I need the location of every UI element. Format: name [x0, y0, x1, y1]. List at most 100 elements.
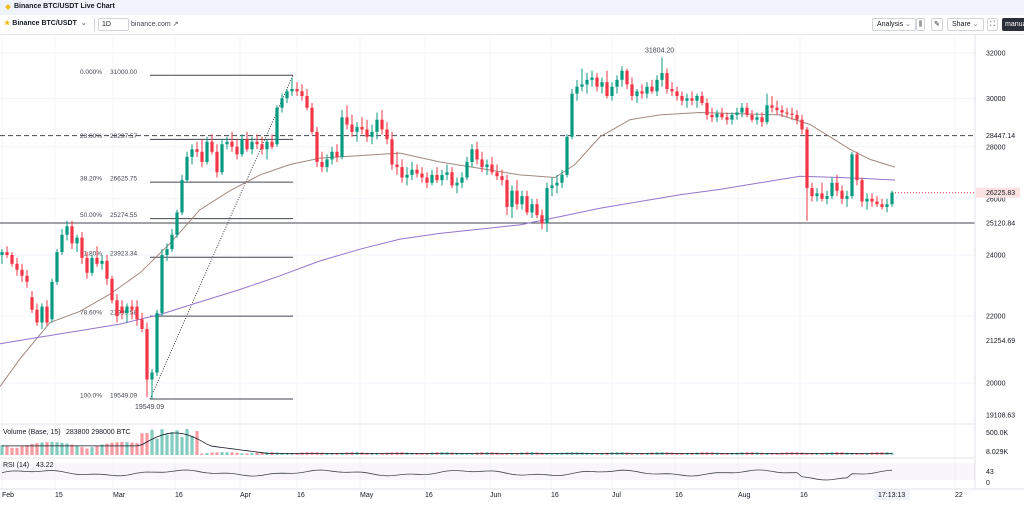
manual-mode-button[interactable]: manua — [1002, 18, 1024, 31]
candle-body — [570, 93, 574, 137]
candle-body — [180, 180, 184, 213]
star-icon[interactable]: ★ — [4, 20, 11, 27]
candle-body — [100, 260, 104, 264]
fullscreen-button[interactable]: ⛶ — [987, 18, 998, 31]
x-tick-label: 16 — [800, 492, 808, 499]
candle-body — [550, 185, 554, 189]
volume-bar — [200, 453, 204, 455]
y-tick-label: 24000 — [986, 252, 1006, 259]
candle-body — [160, 254, 164, 313]
volume-bar — [425, 453, 429, 455]
fib-ratio-label: 0.000% — [80, 69, 102, 76]
candlesticks — [0, 57, 894, 400]
x-tick-label: 22 — [955, 492, 963, 499]
candle-body — [630, 84, 634, 96]
volume-pane: Volume (Base, 15) 283800 298000 BTC 500.0K… — [0, 423, 1009, 456]
y-tick-label: 28000 — [986, 144, 1006, 151]
volume-bar — [220, 452, 224, 455]
fib-price-label: 21999.58 — [110, 310, 137, 317]
candle-body — [845, 196, 849, 199]
chevron-down-icon: ⌄ — [972, 21, 979, 28]
volume-bar — [285, 453, 289, 455]
y-tick-label: 26000 — [986, 196, 1006, 203]
price-chart[interactable]: 0.000% 31000.00 23.60% 28297.57 38.20% 26625.… — [0, 34, 1024, 507]
draw-button[interactable]: ✎ — [931, 18, 943, 31]
volume-bar — [645, 452, 649, 455]
candle-body — [505, 180, 509, 207]
volume-bar — [195, 431, 199, 455]
y-tick-label: 22000 — [986, 314, 1006, 321]
candle-body — [620, 70, 624, 80]
price-label: 26225.83 — [986, 190, 1015, 197]
candle-body — [880, 204, 884, 207]
volume-bar — [585, 452, 589, 455]
candle-body — [385, 129, 389, 140]
chart-toolbar: ★ Binance BTC/USDT ⌄ 1D binance.com ↗ Anal… — [0, 15, 1024, 35]
volume-bar — [500, 453, 504, 455]
candle-body — [120, 306, 124, 313]
symbol-selector[interactable]: ★ Binance BTC/USDT ⌄ — [4, 19, 87, 27]
volume-bar — [780, 452, 784, 455]
candle-body — [495, 172, 499, 177]
share-button[interactable]: Share ⌄ — [947, 18, 984, 31]
volume-bar — [595, 453, 599, 455]
volume-label: Volume (Base, 15) — [3, 429, 61, 436]
candle-body — [375, 119, 379, 132]
candle-body — [175, 212, 179, 235]
candle-body — [750, 114, 754, 120]
volume-bar — [560, 452, 564, 455]
y-tick-label: 20000 — [986, 381, 1006, 388]
chevron-down-icon: ⌄ — [905, 21, 911, 28]
candle-body — [320, 161, 324, 168]
candle-body — [20, 269, 24, 276]
candle-body — [540, 215, 544, 224]
analysis-button[interactable]: Analysis ⌄ — [872, 18, 916, 31]
binance-logo-icon — [5, 4, 11, 10]
candle-body — [480, 159, 484, 168]
fibonacci-retracement[interactable]: 0.000% 31000.00 23.60% 28297.57 38.20% 26625.… — [80, 69, 294, 400]
candle-body — [390, 139, 394, 165]
candle-body — [595, 77, 599, 87]
time-axis[interactable]: Feb 15 Mar 16 Apr 16 May 16 Jun 16 Jul 16 Aug 16 17:13… — [0, 488, 1024, 500]
x-tick-label: 16 — [675, 492, 683, 499]
price-axis[interactable]: 32000 30000 28000 26000 24000 22000 20000 28447… — [974, 34, 1020, 489]
volume-bar — [550, 453, 554, 455]
candle-body — [690, 98, 694, 101]
volume-bar — [115, 442, 119, 455]
volume-bar — [765, 453, 769, 455]
fullscreen-icon: ⛶ — [990, 21, 995, 28]
candle-body — [300, 91, 304, 96]
candle-body — [795, 114, 799, 120]
candle-body — [5, 252, 9, 255]
candle-body — [425, 177, 429, 183]
time-badge — [874, 489, 910, 500]
volume-bar — [135, 443, 139, 455]
candle-body — [875, 201, 879, 205]
candle-body — [205, 141, 209, 162]
candle-body — [500, 176, 504, 181]
candle-body — [215, 151, 219, 173]
volume-bar — [20, 446, 24, 455]
candle-body — [785, 112, 789, 114]
candle-body — [770, 105, 774, 108]
lock-button[interactable]: ⫼ — [916, 18, 926, 31]
candle-body — [780, 110, 784, 113]
volume-bar — [410, 452, 414, 455]
candle-body — [725, 117, 729, 120]
x-tick-label: Mar — [113, 492, 126, 499]
candle-body — [185, 156, 189, 181]
candle-body — [485, 164, 489, 168]
volume-bar — [860, 453, 864, 455]
volume-bar — [60, 442, 64, 455]
moving-averages — [0, 111, 896, 387]
data-source-link[interactable]: binance.com ↗ — [131, 20, 179, 28]
price-annotations: 31804.20 19549.09 — [135, 47, 674, 411]
candle-body — [65, 226, 69, 235]
interval-selector[interactable]: 1D — [98, 18, 129, 31]
candle-body — [735, 112, 739, 115]
candle-body — [825, 196, 829, 199]
data-source-label: binance.com — [131, 21, 171, 28]
volume-bar — [590, 453, 594, 455]
candle-body — [525, 196, 529, 213]
candle-body — [325, 159, 329, 168]
